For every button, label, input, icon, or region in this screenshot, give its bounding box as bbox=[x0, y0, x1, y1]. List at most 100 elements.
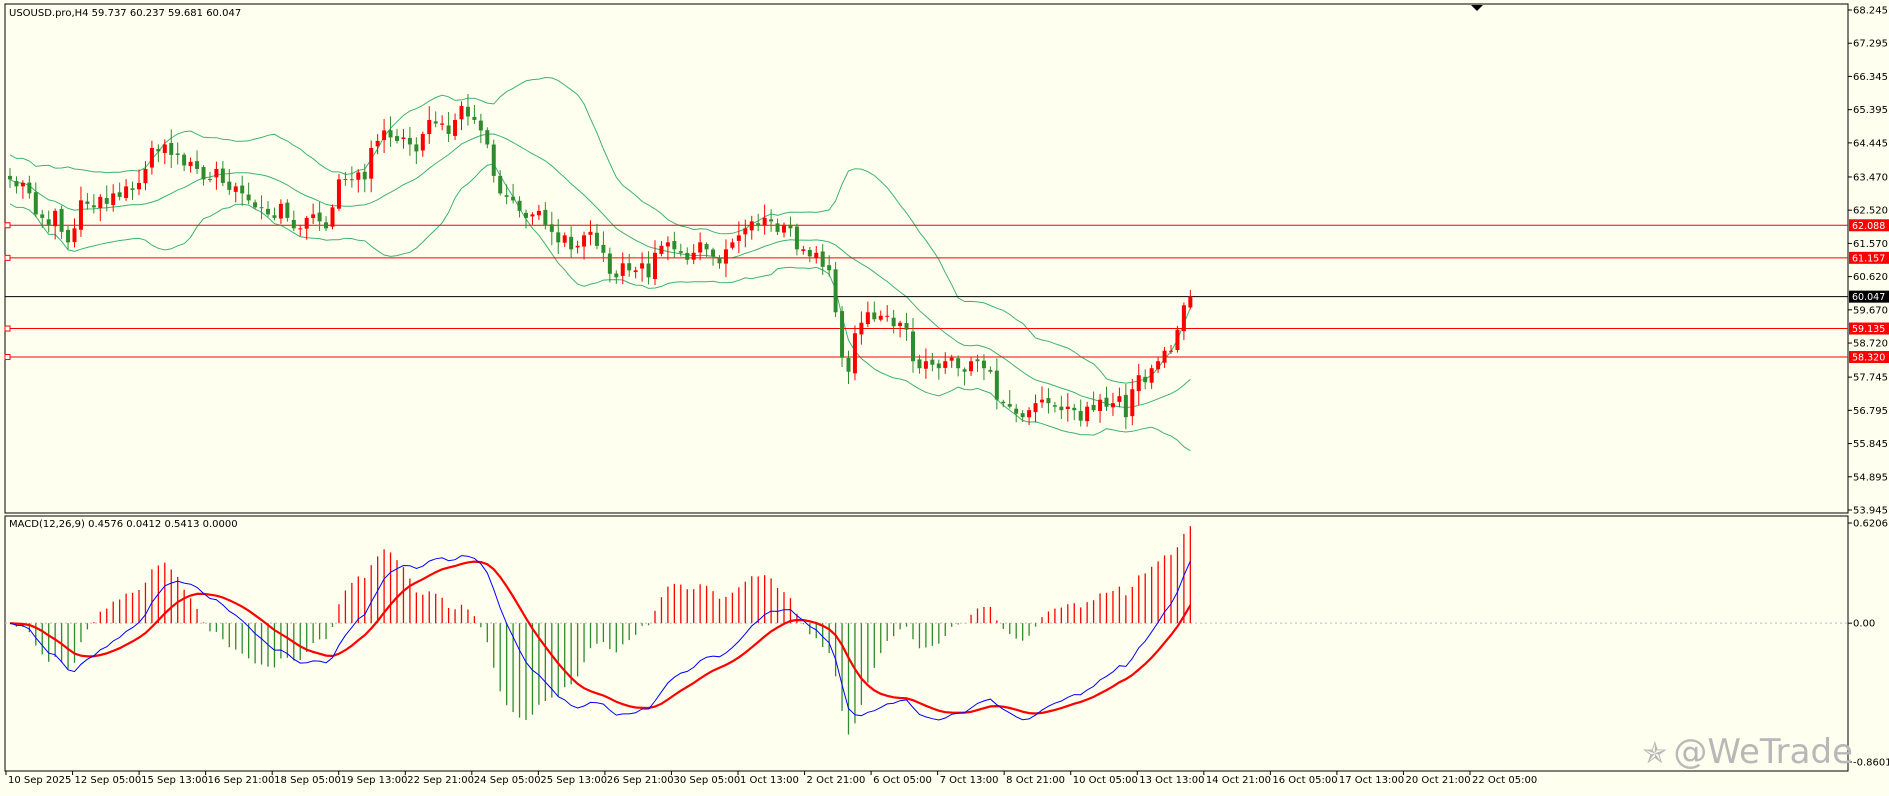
candle-body[interactable] bbox=[994, 370, 999, 400]
candle-body[interactable] bbox=[343, 178, 348, 180]
candle-body[interactable] bbox=[375, 140, 380, 147]
candle-body[interactable] bbox=[865, 312, 870, 325]
candle-body[interactable] bbox=[356, 172, 361, 180]
candle-body[interactable] bbox=[433, 121, 438, 124]
candle-body[interactable] bbox=[1027, 410, 1032, 418]
candle-body[interactable] bbox=[98, 196, 103, 209]
candle-body[interactable] bbox=[188, 161, 193, 167]
candle-body[interactable] bbox=[272, 215, 277, 218]
candle-body[interactable] bbox=[936, 363, 941, 369]
candle-body[interactable] bbox=[814, 252, 819, 258]
candle-body[interactable] bbox=[904, 323, 909, 330]
candle-body[interactable] bbox=[478, 120, 483, 131]
candle-body[interactable] bbox=[956, 358, 961, 369]
candle-body[interactable] bbox=[40, 214, 45, 218]
candle-body[interactable] bbox=[1059, 406, 1064, 411]
candle-body[interactable] bbox=[27, 182, 32, 194]
candle-body[interactable] bbox=[1091, 404, 1096, 411]
level-anchor-handle[interactable] bbox=[4, 254, 11, 261]
candle-body[interactable] bbox=[1040, 399, 1044, 403]
candle-body[interactable] bbox=[749, 221, 754, 231]
candle-body[interactable] bbox=[807, 250, 812, 257]
candle-body[interactable] bbox=[962, 369, 967, 372]
candle-body[interactable] bbox=[420, 133, 425, 151]
candle-body[interactable] bbox=[859, 322, 864, 335]
candle-body[interactable] bbox=[207, 179, 212, 181]
candle-body[interactable] bbox=[923, 361, 928, 369]
candle-body[interactable] bbox=[1104, 397, 1109, 407]
candle-body[interactable] bbox=[1188, 296, 1193, 308]
candle-body[interactable] bbox=[846, 358, 851, 372]
candle-body[interactable] bbox=[530, 214, 535, 217]
candle-body[interactable] bbox=[569, 236, 574, 250]
candle-body[interactable] bbox=[349, 179, 354, 181]
candle-body[interactable] bbox=[1181, 305, 1186, 332]
candle-body[interactable] bbox=[336, 179, 341, 209]
candle-body[interactable] bbox=[872, 312, 877, 320]
candle-body[interactable] bbox=[891, 317, 896, 327]
candle-body[interactable] bbox=[104, 197, 109, 204]
candle-body[interactable] bbox=[1046, 398, 1051, 404]
candle-body[interactable] bbox=[8, 175, 12, 180]
candle-body[interactable] bbox=[607, 253, 612, 274]
candle-body[interactable] bbox=[756, 223, 761, 225]
candle-body[interactable] bbox=[201, 167, 206, 180]
candle-body[interactable] bbox=[549, 224, 554, 232]
candle-body[interactable] bbox=[981, 360, 986, 369]
candle-body[interactable] bbox=[975, 359, 980, 362]
candle-body[interactable] bbox=[653, 252, 657, 280]
candle-body[interactable] bbox=[1020, 413, 1025, 418]
candle-body[interactable] bbox=[672, 241, 677, 250]
candle-body[interactable] bbox=[562, 235, 567, 243]
candle-body[interactable] bbox=[827, 265, 832, 271]
candle-body[interactable] bbox=[137, 182, 141, 190]
candle-body[interactable] bbox=[1130, 389, 1135, 417]
candle-body[interactable] bbox=[730, 242, 735, 248]
candle-body[interactable] bbox=[182, 154, 187, 166]
candle-body[interactable] bbox=[20, 182, 25, 187]
candle-body[interactable] bbox=[304, 217, 309, 229]
candle-body[interactable] bbox=[253, 202, 258, 208]
candle-body[interactable] bbox=[711, 249, 716, 257]
candle-body[interactable] bbox=[459, 105, 464, 120]
candle-body[interactable] bbox=[298, 228, 303, 230]
candle-body[interactable] bbox=[833, 269, 838, 313]
candle-body[interactable] bbox=[485, 130, 490, 145]
candle-body[interactable] bbox=[227, 181, 232, 190]
candle-body[interactable] bbox=[1169, 350, 1173, 352]
candle-body[interactable] bbox=[511, 196, 516, 201]
candle-body[interactable] bbox=[117, 192, 122, 197]
candle-body[interactable] bbox=[266, 208, 270, 215]
candle-body[interactable] bbox=[14, 181, 19, 187]
candle-body[interactable] bbox=[491, 144, 496, 176]
candle-body[interactable] bbox=[640, 263, 645, 269]
candle-body[interactable] bbox=[536, 210, 541, 216]
candle-body[interactable] bbox=[1001, 401, 1006, 404]
candle-body[interactable] bbox=[775, 223, 780, 232]
candle-body[interactable] bbox=[407, 137, 412, 145]
candle-body[interactable] bbox=[911, 331, 915, 362]
candle-body[interactable] bbox=[1072, 407, 1077, 411]
price-panel[interactable] bbox=[4, 76, 1848, 452]
candle-body[interactable] bbox=[646, 263, 651, 278]
candle-body[interactable] bbox=[285, 202, 290, 218]
candle-body[interactable] bbox=[543, 209, 548, 225]
candle-body[interactable] bbox=[465, 106, 470, 117]
candle-body[interactable] bbox=[440, 123, 445, 125]
candle-body[interactable] bbox=[898, 322, 903, 327]
candle-body[interactable] bbox=[240, 185, 245, 194]
candle-body[interactable] bbox=[504, 195, 509, 197]
candle-body[interactable] bbox=[1162, 350, 1167, 363]
candle-body[interactable] bbox=[59, 208, 64, 232]
candle-body[interactable] bbox=[156, 148, 161, 152]
candle-body[interactable] bbox=[124, 186, 129, 199]
candle-body[interactable] bbox=[1143, 376, 1148, 383]
candle-body[interactable] bbox=[769, 219, 774, 222]
candle-body[interactable] bbox=[685, 252, 690, 260]
candle-body[interactable] bbox=[698, 242, 703, 253]
level-anchor-handle[interactable] bbox=[4, 354, 11, 361]
candle-body[interactable] bbox=[1052, 405, 1057, 407]
candle-body[interactable] bbox=[130, 188, 135, 190]
candle-body[interactable] bbox=[472, 116, 477, 120]
